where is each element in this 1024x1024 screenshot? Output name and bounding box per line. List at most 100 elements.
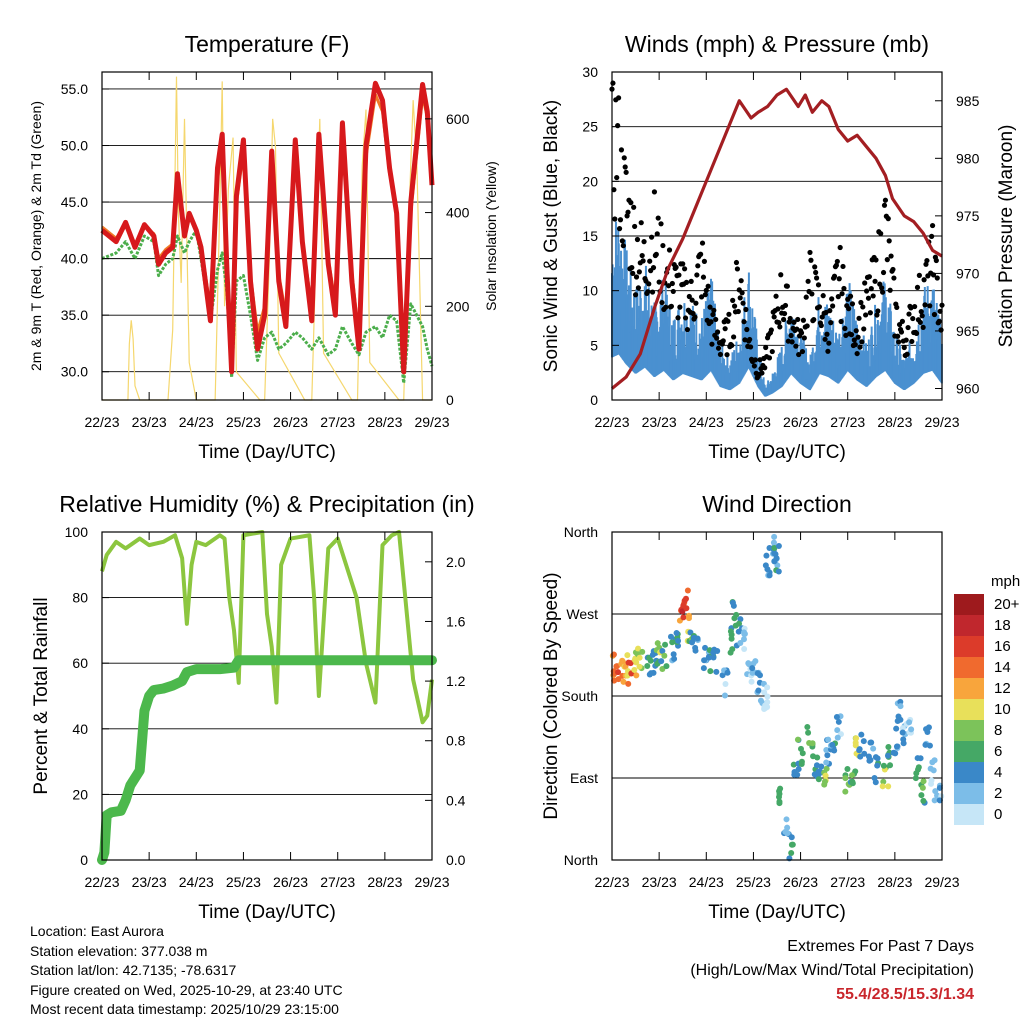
- legend-label: 10: [994, 701, 1011, 718]
- gust-point: [647, 258, 653, 264]
- x-tick-label: 28/23: [367, 874, 402, 890]
- gust-point: [707, 304, 713, 310]
- direction-point: [721, 692, 728, 699]
- gust-point: [730, 297, 736, 303]
- direction-point: [719, 672, 726, 679]
- direction-point: [764, 684, 771, 691]
- gust-point: [796, 351, 802, 358]
- gust-point: [849, 301, 856, 307]
- direction-point: [885, 783, 892, 790]
- direction-point: [906, 719, 913, 726]
- direction-point: [775, 543, 782, 550]
- direction-point: [691, 634, 698, 641]
- direction-point: [654, 640, 661, 647]
- y-tick-label: West: [566, 606, 598, 622]
- y2-tick-label: 400: [446, 205, 470, 221]
- x-tick-label: 27/23: [830, 414, 865, 430]
- gust-point: [686, 293, 692, 300]
- gust-point: [916, 272, 922, 278]
- gust-point: [905, 324, 911, 331]
- x-tick-label: 26/23: [783, 874, 818, 890]
- gust-point: [762, 365, 768, 371]
- direction-point: [776, 798, 783, 805]
- gust-point: [848, 332, 855, 338]
- direction-point: [914, 755, 921, 762]
- gust-point: [655, 215, 661, 221]
- direction-point: [880, 762, 887, 769]
- gust-point: [734, 266, 741, 272]
- gust-point: [906, 311, 912, 317]
- direction-point: [682, 595, 689, 602]
- temperature-plot-area: [100, 76, 435, 401]
- x-tick-label: 23/23: [132, 874, 167, 890]
- gust-point: [812, 264, 818, 270]
- y2-tick-label: 0.8: [446, 733, 466, 749]
- y2-tick-label: 0.4: [446, 792, 466, 808]
- gust-point: [641, 239, 647, 245]
- direction-point: [936, 797, 943, 804]
- y2-tick-label: 200: [446, 298, 470, 314]
- y2-tick-label: 600: [446, 111, 470, 127]
- gust-point: [656, 279, 662, 285]
- x-tick-label: 28/23: [367, 414, 402, 430]
- y2-tick-label: 970: [956, 265, 980, 281]
- latlon-text: Station lat/lon: 42.7135; -78.6317: [30, 962, 237, 978]
- gust-point: [766, 355, 773, 361]
- direction-point: [818, 763, 825, 770]
- legend-label: 20+: [994, 596, 1020, 613]
- gust-point: [862, 280, 868, 286]
- gust-point: [884, 257, 890, 263]
- gust-point: [866, 274, 873, 280]
- gust-point: [614, 174, 620, 181]
- direction-point: [804, 723, 811, 730]
- direction-point: [920, 778, 927, 785]
- direction-point: [624, 652, 631, 659]
- direction-point: [885, 743, 892, 750]
- gust-point: [880, 269, 887, 276]
- direction-point: [879, 783, 886, 790]
- gust-point: [807, 249, 813, 256]
- legend-label: 0: [994, 806, 1002, 823]
- direction-point: [764, 566, 771, 573]
- x-tick-label: 25/23: [226, 414, 261, 430]
- gust-point: [739, 290, 745, 296]
- direction-point: [775, 568, 782, 575]
- gust-point: [914, 284, 921, 290]
- gust-point: [675, 315, 681, 321]
- gust-point: [824, 331, 830, 337]
- panel-winds: 22/23 23/23 24/23 25/23 26/23 27/23 28/23 29/23…: [541, 31, 1017, 463]
- gust-point: [759, 370, 765, 376]
- gust-point: [895, 333, 901, 339]
- gust-point: [918, 309, 924, 315]
- gust-point: [903, 337, 909, 343]
- direction-point: [874, 762, 881, 769]
- series-relative-humidity: [100, 530, 434, 725]
- direction-point: [763, 552, 770, 559]
- direction-point: [625, 680, 632, 687]
- humidity-y2-axis: 0.0 0.4 0.8 1.2 1.6 2.0: [425, 554, 466, 868]
- direction-point: [884, 752, 891, 759]
- legend-label: 12: [994, 680, 1011, 697]
- gust-point: [612, 216, 618, 222]
- gust-point: [773, 293, 779, 299]
- direction-point: [659, 647, 666, 654]
- x-tick-label: 24/23: [689, 414, 724, 430]
- gust-point: [881, 202, 888, 208]
- panel-temperature: 22/23 23/23 24/23 25/23 26/23 27/23 28/23 29/23…: [28, 31, 499, 463]
- direction-point: [686, 612, 693, 619]
- gust-point: [872, 278, 878, 284]
- gust-point: [610, 80, 616, 86]
- series-2m-t: [100, 80, 435, 375]
- x-tick-label: 24/23: [689, 874, 724, 890]
- direction-point: [733, 611, 740, 618]
- direction-point: [670, 651, 677, 658]
- gust-point: [880, 289, 886, 295]
- x-tick-label: 25/23: [736, 414, 771, 430]
- legend-swatch-7: [954, 741, 984, 762]
- legend-label: 8: [994, 722, 1002, 739]
- gust-point: [621, 155, 627, 161]
- gust-point: [635, 285, 642, 291]
- direction-point: [766, 572, 773, 579]
- y2-tick-label: 960: [956, 380, 980, 396]
- x-tick-label: 27/23: [830, 874, 865, 890]
